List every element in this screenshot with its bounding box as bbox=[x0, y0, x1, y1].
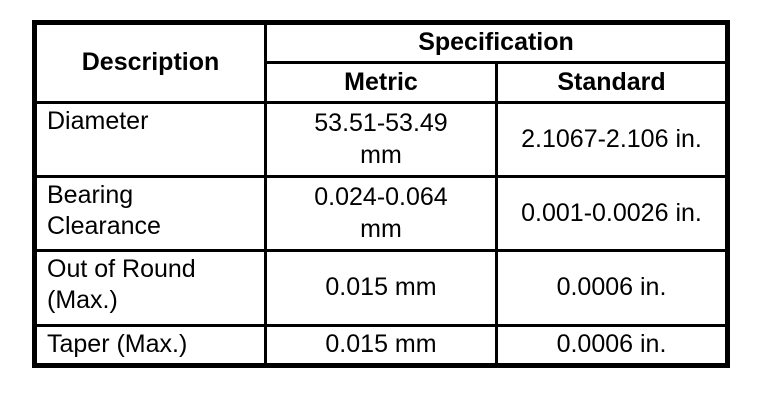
description-cell: Bearing Clearance bbox=[33, 175, 267, 252]
description-cell: Diameter bbox=[33, 101, 267, 178]
standard-column-header: Standard bbox=[495, 61, 729, 104]
description-cell: Out of Round (Max.) bbox=[33, 249, 267, 327]
standard-value-cell: 0.0006 in. bbox=[495, 324, 729, 367]
metric-column-header: Metric bbox=[264, 61, 498, 104]
metric-value-cell: 0.015 mm bbox=[264, 249, 498, 327]
table-row-diameter: Diameter 53.51-53.49 mm 2.1067-2.106 in. bbox=[33, 101, 729, 178]
table-row-taper: Taper (Max.) 0.015 mm 0.0006 in. bbox=[33, 324, 729, 367]
metric-value-cell: 53.51-53.49 mm bbox=[264, 101, 498, 178]
header-row-sub: Metric Standard bbox=[35, 61, 729, 104]
table-row-bearing-clearance: Bearing Clearance 0.024-0.064 mm 0.001-0… bbox=[33, 175, 729, 252]
specification-column-header: Specification bbox=[264, 21, 729, 64]
table-row-out-of-round: Out of Round (Max.) 0.015 mm 0.0006 in. bbox=[33, 249, 729, 327]
standard-value-cell: 2.1067-2.106 in. bbox=[495, 101, 729, 178]
standard-value-cell: 0.0006 in. bbox=[495, 249, 729, 327]
metric-value-cell: 0.024-0.064 mm bbox=[264, 175, 498, 252]
metric-value-cell: 0.015 mm bbox=[264, 324, 498, 367]
standard-value-cell: 0.001-0.0026 in. bbox=[495, 175, 729, 252]
specification-table: Description Specification Metric Standar… bbox=[32, 20, 730, 368]
header-row-top: Description Specification bbox=[33, 21, 729, 104]
description-cell: Taper (Max.) bbox=[33, 324, 267, 367]
description-column-header: Description bbox=[33, 21, 267, 104]
